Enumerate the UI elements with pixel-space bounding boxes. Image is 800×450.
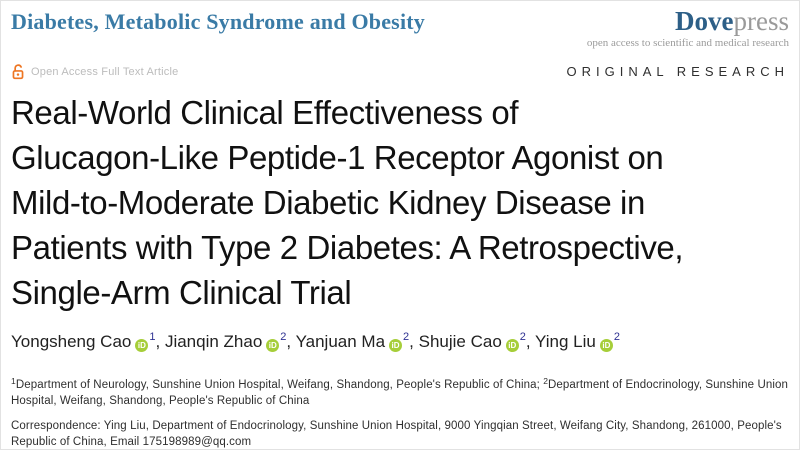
orcid-icon[interactable]: iD xyxy=(505,339,519,352)
affiliation-text: Department of Neurology, Sunshine Union … xyxy=(15,379,544,391)
affiliation-text: Department of Endocrinology, Sunshine Un… xyxy=(11,379,789,407)
affiliations: 1Department of Neurology, Sunshine Union… xyxy=(11,373,789,409)
author-entry: Yanjuan Ma iD2 xyxy=(295,331,410,352)
author-entry: Ying Liu iD2 xyxy=(535,331,620,352)
affiliation-superscript: 2 xyxy=(543,376,549,386)
article-title-line-3: Mild-to-Moderate Diabetic Kidney Disease… xyxy=(11,184,645,221)
author-name: Shujie Cao xyxy=(418,332,502,351)
author-affiliation-superscript: 2 xyxy=(403,331,410,343)
journal-name-link[interactable]: Diabetes, Metabolic Syndrome and Obesity xyxy=(11,9,425,34)
orcid-icon[interactable]: iD xyxy=(266,339,280,352)
publisher-tagline: open access to scientific and medical re… xyxy=(586,37,789,49)
dovepress-logo-dove: Dove xyxy=(675,6,734,36)
author-name: Jianqin Zhao xyxy=(164,332,263,351)
author-affiliation-superscript: 2 xyxy=(519,331,526,343)
article-title-line-1: Real-World Clinical Effectiveness of xyxy=(11,94,519,131)
author-entry: Jianqin Zhao iD2 xyxy=(164,331,287,352)
author-separator: , xyxy=(155,332,165,351)
correspondence: Correspondence: Ying Liu, Department of … xyxy=(11,418,789,450)
open-access-label: Open Access Full Text Article xyxy=(31,65,179,78)
open-access-badge[interactable]: Open Access Full Text Article xyxy=(11,63,178,80)
author-affiliation-superscript: 2 xyxy=(613,331,620,343)
author-affiliation-superscript: 2 xyxy=(280,331,287,343)
article-title: Real-World Clinical Effectiveness of Gluc… xyxy=(11,90,789,315)
journal-banner: Diabetes, Metabolic Syndrome and Obesity… xyxy=(11,7,789,49)
affiliation-superscript: 1 xyxy=(11,376,16,386)
author-entry: Yongsheng Cao iD1 xyxy=(11,331,156,352)
author-entry: Shujie Cao iD2 xyxy=(418,331,526,352)
author-name: Yanjuan Ma xyxy=(295,332,386,351)
dovepress-logo[interactable]: Dovepress xyxy=(587,7,789,35)
article-title-line-5: Single-Arm Clinical Trial xyxy=(11,274,352,311)
orcid-icon[interactable]: iD xyxy=(599,339,613,352)
correspondence-email[interactable]: 175198989@qq.com xyxy=(142,436,252,448)
author-separator: , xyxy=(409,332,419,351)
author-list: Yongsheng Cao iD1, Jianqin Zhao iD2, Yanju… xyxy=(11,331,789,352)
author-separator: , xyxy=(286,332,296,351)
open-access-lock-icon xyxy=(11,63,25,80)
article-title-line-2: Glucagon-Like Peptide-1 Receptor Agonist… xyxy=(11,139,664,176)
article-meta-row: Open Access Full Text Article ORIGINAL R… xyxy=(11,63,789,80)
author-separator: , xyxy=(525,332,536,351)
author-affiliation-superscript: 1 xyxy=(149,331,156,343)
dovepress-logo-press: press xyxy=(733,6,790,36)
article-type-label: ORIGINAL RESEARCH xyxy=(566,64,789,79)
orcid-icon[interactable]: iD xyxy=(389,339,403,352)
article-title-line-4: Patients with Type 2 Diabetes: A Retrosp… xyxy=(11,229,684,266)
orcid-icon[interactable]: iD xyxy=(135,339,149,352)
correspondence-text: Correspondence: Ying Liu, Department of … xyxy=(11,420,782,448)
author-name: Yongsheng Cao xyxy=(11,332,132,351)
publisher-brand: Dovepress open access to scientific and … xyxy=(587,7,789,49)
author-name: Ying Liu xyxy=(535,332,596,351)
